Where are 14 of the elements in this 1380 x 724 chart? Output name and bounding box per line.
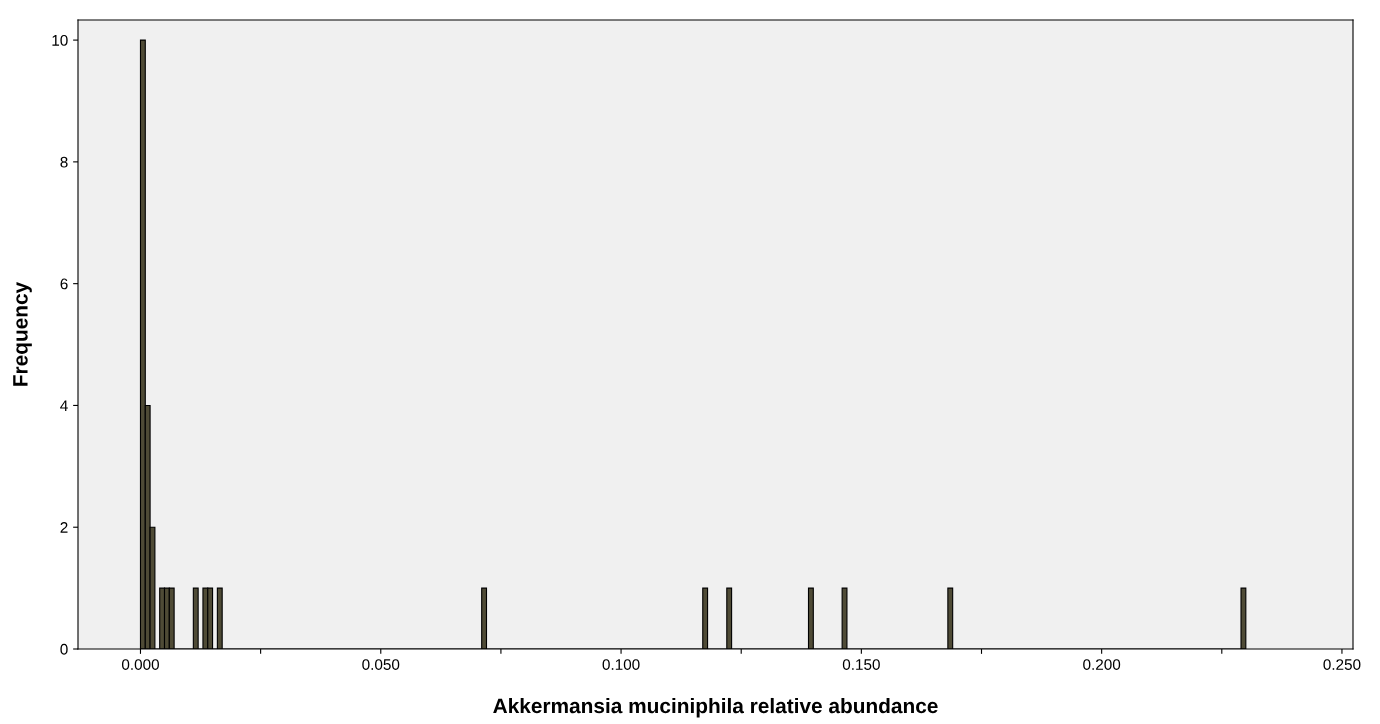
x-tick-label: 0.200	[1083, 659, 1121, 670]
y-tick-label: 8	[60, 156, 68, 168]
x-tick-label: 0.050	[362, 659, 400, 670]
x-tick-label: 0.000	[121, 659, 159, 670]
x-tick-label: 0.150	[842, 659, 880, 670]
y-axis-title: Frequency	[13, 281, 32, 386]
y-tick-label: 0	[60, 643, 68, 655]
x-axis-title: Akkermansia muciniphila relative abundance	[493, 697, 938, 718]
y-tick-label: 4	[60, 400, 68, 411]
y-tick-label: 10	[52, 34, 68, 46]
x-tick-label: 0.100	[602, 659, 640, 670]
y-tick-label: 6	[60, 278, 68, 290]
x-tick-label: 0.250	[1323, 659, 1361, 670]
y-tick-label: 2	[60, 522, 68, 533]
